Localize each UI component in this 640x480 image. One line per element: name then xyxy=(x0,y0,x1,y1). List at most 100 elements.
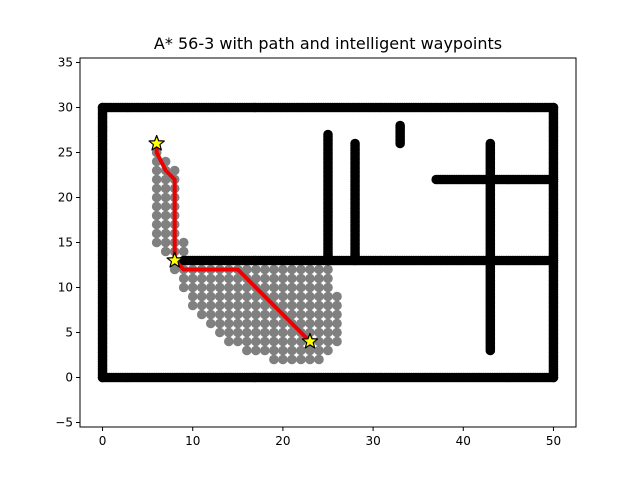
explored-node xyxy=(296,300,306,311)
explored-node xyxy=(305,309,315,320)
obstacle-node xyxy=(548,102,559,113)
explored-node xyxy=(323,282,333,293)
explored-node xyxy=(332,327,342,338)
explored-node xyxy=(205,282,216,293)
explored-node xyxy=(151,165,162,176)
explored-node xyxy=(242,309,252,320)
explored-node xyxy=(205,300,216,311)
explored-node xyxy=(296,345,306,356)
explored-node xyxy=(205,309,216,320)
obstacle-wall xyxy=(485,138,496,356)
explored-node xyxy=(305,327,315,338)
obstacle-node xyxy=(485,138,496,149)
obstacle-wall xyxy=(97,102,108,383)
explored-node xyxy=(278,264,288,275)
explored-node xyxy=(251,336,261,347)
explored-node xyxy=(296,309,306,320)
x-tick-label: 50 xyxy=(546,434,561,448)
explored-node xyxy=(242,264,252,275)
explored-node xyxy=(305,318,315,329)
explored-node xyxy=(269,264,279,275)
explored-node xyxy=(314,318,324,329)
explored-node xyxy=(296,354,306,365)
explored-node xyxy=(251,300,261,311)
x-tick-label: 20 xyxy=(275,434,290,448)
waypoint-star xyxy=(148,134,165,151)
explored-node xyxy=(332,291,342,302)
explored-node xyxy=(296,282,306,293)
explored-node xyxy=(196,291,207,302)
explored-node xyxy=(269,336,279,347)
waypoint-star xyxy=(166,251,183,268)
explored-node xyxy=(178,273,189,284)
x-axis: 0 10 20 30 40 50 xyxy=(99,427,561,448)
explored-node xyxy=(314,291,324,302)
explored-node xyxy=(187,282,198,293)
explored-node xyxy=(214,282,225,293)
explored-node xyxy=(233,282,243,293)
explored-node xyxy=(251,291,261,302)
explored-node xyxy=(287,282,297,293)
explored-node xyxy=(151,237,162,248)
y-tick-label: −5 xyxy=(55,416,73,430)
explored-node xyxy=(160,246,171,257)
obstacle-wall xyxy=(350,138,360,266)
explored-node xyxy=(314,345,324,356)
y-tick-label: 30 xyxy=(58,101,73,115)
explored-node xyxy=(305,282,315,293)
explored-node xyxy=(178,237,189,248)
explored-node xyxy=(242,327,252,338)
explored-node xyxy=(269,318,279,329)
plot-area xyxy=(97,102,559,383)
explored-node xyxy=(251,345,261,356)
explored-node xyxy=(260,282,270,293)
explored-node xyxy=(214,300,225,311)
explored-node xyxy=(287,291,297,302)
explored-node xyxy=(323,336,333,347)
explored-node xyxy=(323,300,333,311)
explored-node xyxy=(260,264,270,275)
explored-node xyxy=(233,300,243,311)
obstacle-node xyxy=(323,129,333,140)
explored-node xyxy=(160,237,171,248)
obstacle-wall xyxy=(431,174,559,185)
explored-node xyxy=(251,318,261,329)
explored-node xyxy=(224,309,234,320)
explored-node xyxy=(214,273,225,284)
explored-node xyxy=(224,336,234,347)
obstacle-wall xyxy=(395,120,405,149)
explored-node xyxy=(305,300,315,311)
explored-node xyxy=(196,273,207,284)
obstacle-wall xyxy=(548,102,559,383)
y-tick-label: 0 xyxy=(65,371,73,385)
explored-node xyxy=(278,318,288,329)
explored-node xyxy=(314,273,324,284)
explored-node xyxy=(260,345,270,356)
explored-node xyxy=(160,228,171,239)
explored-node xyxy=(278,336,288,347)
explored-node xyxy=(314,336,324,347)
explored-node xyxy=(160,174,171,185)
explored-node xyxy=(305,345,315,356)
explored-node xyxy=(160,219,171,230)
explored-node xyxy=(269,354,279,365)
explored-node xyxy=(196,282,207,293)
waypoint-star xyxy=(301,332,319,349)
x-tick-label: 10 xyxy=(185,434,200,448)
explored-node xyxy=(323,264,333,275)
explored-node xyxy=(296,273,306,284)
explored-node xyxy=(151,210,162,221)
explored-node xyxy=(278,354,288,365)
explored-node xyxy=(323,309,333,320)
explored-node xyxy=(323,318,333,329)
explored-node xyxy=(287,309,297,320)
explored-node xyxy=(269,309,279,320)
y-tick-label: 25 xyxy=(58,146,73,160)
explored-node xyxy=(260,327,270,338)
explored-node xyxy=(187,300,198,311)
explored-node xyxy=(260,336,270,347)
explored-node xyxy=(242,318,252,329)
explored-node xyxy=(169,264,180,275)
explored-node xyxy=(323,291,333,302)
